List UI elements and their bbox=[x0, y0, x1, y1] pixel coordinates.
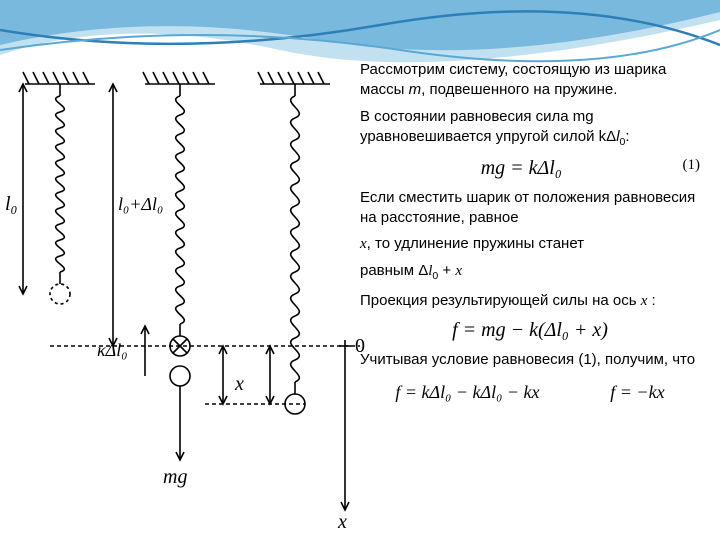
dim-x-mid bbox=[219, 346, 274, 404]
dim-l0 bbox=[19, 84, 27, 294]
equation-3: f = kΔl₀ − kΔl₀ − kx f = −kx bbox=[360, 380, 700, 404]
label-l0dl0: l₀+Δl₀ bbox=[118, 194, 163, 214]
ceiling-2 bbox=[143, 72, 215, 84]
axis-x bbox=[339, 340, 351, 510]
arrow-mg bbox=[176, 386, 184, 460]
label-kdl0: κΔl₀ bbox=[97, 340, 127, 360]
equation-2: f = mg − k(Δl₀ + x) bbox=[360, 317, 700, 344]
ceiling-1 bbox=[23, 72, 95, 84]
spring-2 bbox=[170, 84, 190, 356]
para-3: Если сместить шарик от положения равнове… bbox=[360, 188, 700, 229]
label-l0: l₀ bbox=[5, 193, 18, 215]
para-5: равным Δl0 + x bbox=[360, 261, 700, 283]
para-2: В состоянии равновесия сила mg уравновеш… bbox=[360, 107, 700, 149]
para-6: Проекция результирующей силы на ось x : bbox=[360, 291, 700, 311]
dim-l0dl0 bbox=[109, 84, 117, 346]
para-4: x, то удлинение пружины станет bbox=[360, 234, 700, 254]
text-content: Рассмотрим систему, состоящую из шарика … bbox=[360, 60, 700, 405]
label-x2: x bbox=[337, 511, 347, 530]
label-x1: x bbox=[234, 373, 244, 395]
spring-1 bbox=[50, 84, 70, 304]
equation-1: mg = kΔl₀ (1) bbox=[360, 155, 700, 182]
ball-lower bbox=[170, 366, 190, 386]
para-1: Рассмотрим систему, состоящую из шарика … bbox=[360, 60, 700, 101]
spring-diagram: l₀ l₀+Δl₀ κΔl₀ x mg x 0 bbox=[5, 50, 375, 530]
arrow-kdl0 bbox=[141, 326, 149, 376]
para-7: Учитывая условие равновесия (1), получим… bbox=[360, 350, 700, 370]
eq-number-1: (1) bbox=[683, 155, 701, 175]
ceiling-3 bbox=[258, 72, 330, 84]
spring-3 bbox=[285, 84, 305, 414]
label-mg: mg bbox=[163, 466, 187, 488]
